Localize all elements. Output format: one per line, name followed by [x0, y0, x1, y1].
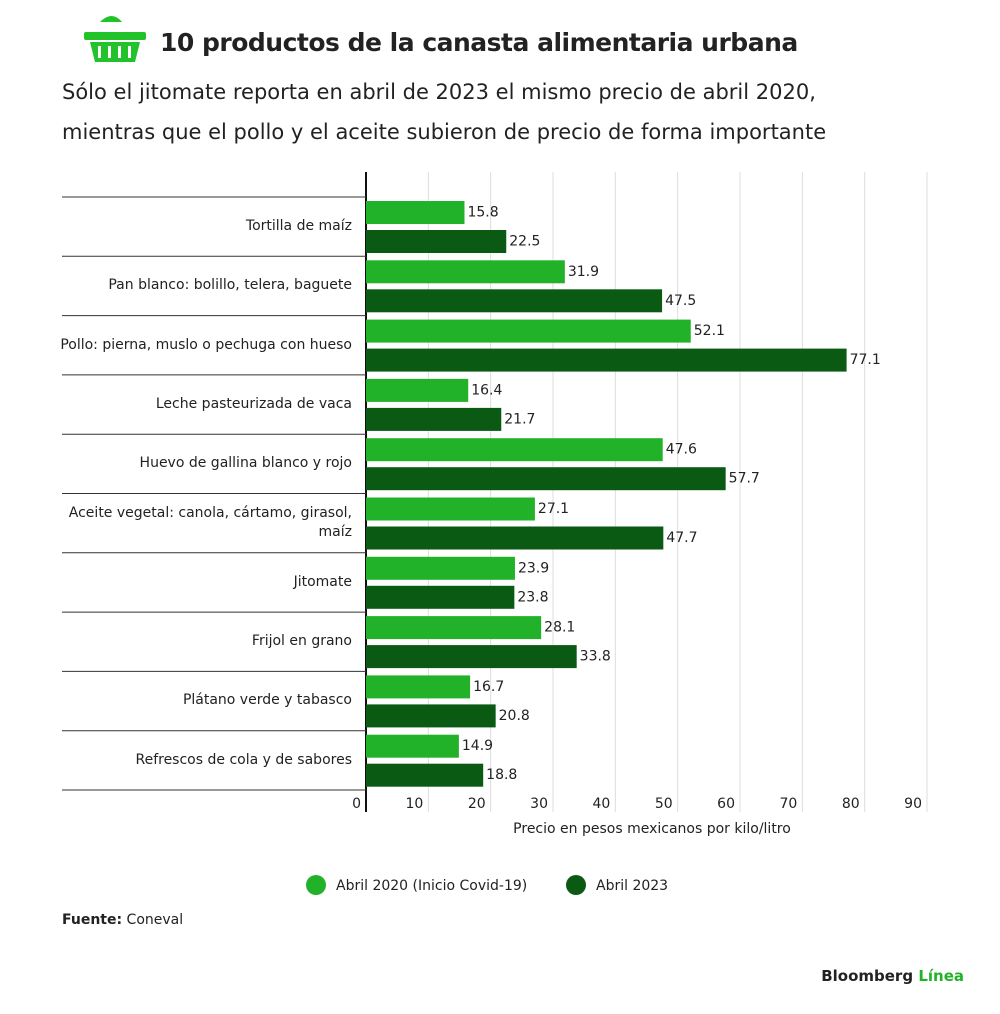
category-label: Frijol en grano	[251, 633, 352, 650]
x-tick-label: 60	[717, 796, 735, 812]
source-label: Fuente:	[62, 912, 123, 928]
value-label: 23.8	[517, 589, 548, 605]
bar	[366, 704, 496, 728]
chart-title: 10 productos de la canasta alimentaria u…	[160, 28, 798, 57]
x-tick-label: 10	[406, 796, 424, 812]
value-label: 47.6	[666, 442, 697, 458]
category-label: Pollo: pierna, muslo o pechuga con hueso	[60, 336, 352, 353]
x-tick-label: 70	[780, 796, 798, 812]
bar	[366, 201, 465, 224]
bar	[366, 585, 515, 609]
x-tick-label: 30	[530, 796, 548, 812]
bar	[366, 497, 535, 521]
brand-accent: Línea	[918, 967, 964, 985]
x-tick-label: 20	[468, 796, 486, 812]
bar	[366, 378, 469, 402]
category-label: Plátano verde y tabasco	[182, 692, 352, 709]
value-label: 23.9	[518, 560, 549, 576]
legend-label: Abril 2023	[596, 878, 668, 894]
x-tick-label: 0	[352, 796, 361, 812]
category-label: Leche pasteurizada de vaca	[155, 395, 352, 412]
category-label: Refrescos de cola y de sabores	[135, 751, 352, 768]
category-label: Jitomate	[293, 573, 352, 590]
x-tick-label: 50	[655, 796, 673, 812]
bar	[366, 616, 542, 640]
value-label: 20.8	[499, 708, 530, 724]
value-label: 47.5	[665, 293, 696, 309]
legend-label: Abril 2020 (Inicio Covid-19)	[336, 878, 527, 894]
x-axis-title: Precio en pesos mexicanos por kilo/litro	[513, 821, 791, 837]
value-label: 31.9	[568, 264, 599, 280]
value-label: 33.8	[580, 649, 611, 665]
category-label: Huevo de gallina blanco y rojo	[139, 455, 352, 472]
basket-icon	[84, 16, 146, 62]
bar	[366, 734, 459, 758]
bar	[366, 319, 691, 343]
x-tick-label: 40	[593, 796, 611, 812]
value-label: 77.1	[850, 352, 881, 368]
bar	[366, 556, 515, 580]
source-text: Coneval	[126, 912, 184, 928]
value-label: 22.5	[509, 234, 540, 250]
x-tick-label: 80	[842, 796, 860, 812]
value-label: 18.8	[486, 767, 517, 783]
logo: Bloomberg Línea	[821, 967, 964, 985]
bar	[366, 438, 663, 462]
bar	[366, 407, 502, 431]
bar	[366, 230, 507, 253]
value-label: 14.9	[462, 738, 493, 754]
bar	[366, 763, 484, 787]
category-label: Aceite vegetal: canola, cártamo, girasol…	[68, 505, 352, 540]
bar	[366, 645, 577, 669]
value-label: 27.1	[538, 501, 569, 517]
source: Fuente: Coneval	[62, 912, 183, 928]
value-label: 47.7	[666, 530, 697, 546]
bar	[366, 348, 847, 372]
bar	[366, 289, 663, 313]
value-label: 52.1	[694, 323, 725, 339]
legend-marker	[306, 875, 326, 895]
category-label: Pan blanco: bolillo, telera, baguete	[108, 277, 352, 294]
x-tick-label: 90	[904, 796, 922, 812]
brand: Bloomberg	[821, 967, 914, 985]
chart-subtitle: Sólo el jitomate reporta en abril de 202…	[62, 80, 827, 144]
value-label: 16.4	[471, 382, 502, 398]
bar	[366, 467, 726, 491]
value-label: 21.7	[504, 411, 535, 427]
value-label: 57.7	[729, 471, 760, 487]
value-label: 16.7	[473, 679, 504, 695]
legend-marker	[566, 875, 586, 895]
value-label: 15.8	[467, 205, 498, 221]
bar	[366, 675, 471, 699]
bar	[366, 526, 664, 550]
category-label: Tortilla de maíz	[245, 218, 352, 234]
bar	[366, 260, 565, 284]
value-label: 28.1	[544, 620, 575, 636]
